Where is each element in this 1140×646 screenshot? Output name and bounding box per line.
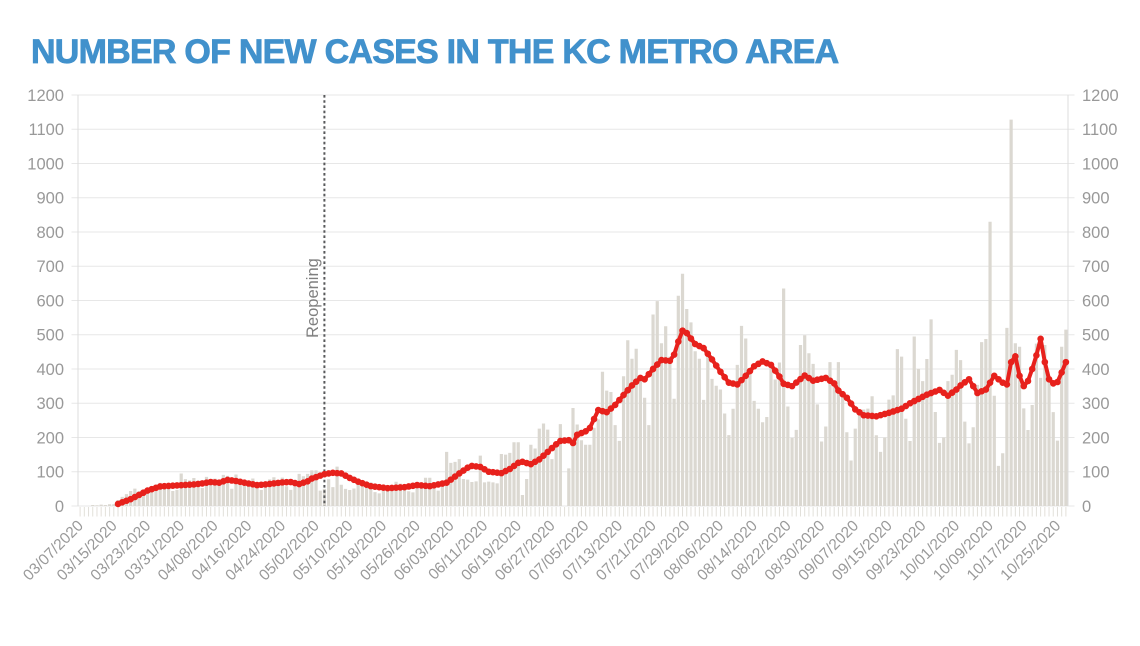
- svg-text:400: 400: [36, 361, 64, 379]
- svg-text:500: 500: [36, 327, 64, 345]
- svg-text:0: 0: [55, 498, 64, 516]
- svg-text:800: 800: [36, 224, 64, 242]
- svg-text:600: 600: [1082, 292, 1110, 310]
- svg-text:1100: 1100: [29, 121, 64, 139]
- svg-text:NUMBER OF NEW CASES IN THE KC: NUMBER OF NEW CASES IN THE KC METRO AREA: [31, 33, 839, 71]
- svg-text:Reopening: Reopening: [304, 258, 322, 338]
- svg-text:500: 500: [1082, 327, 1110, 345]
- svg-text:200: 200: [36, 429, 64, 447]
- svg-text:600: 600: [36, 292, 64, 310]
- svg-text:1100: 1100: [1082, 121, 1117, 139]
- svg-text:400: 400: [1082, 361, 1110, 379]
- svg-text:1000: 1000: [1082, 155, 1119, 173]
- svg-text:300: 300: [1082, 395, 1110, 413]
- svg-text:900: 900: [1082, 190, 1110, 208]
- svg-text:700: 700: [1082, 258, 1110, 276]
- svg-text:1200: 1200: [27, 87, 64, 105]
- svg-text:1000: 1000: [27, 155, 64, 173]
- svg-text:0: 0: [1082, 498, 1091, 516]
- svg-text:1200: 1200: [1082, 87, 1119, 105]
- svg-text:900: 900: [36, 190, 64, 208]
- svg-text:700: 700: [36, 258, 64, 276]
- svg-text:200: 200: [1082, 429, 1110, 447]
- svg-text:100: 100: [1082, 464, 1110, 482]
- svg-text:800: 800: [1082, 224, 1110, 242]
- svg-text:100: 100: [36, 464, 64, 482]
- svg-text:300: 300: [36, 395, 64, 413]
